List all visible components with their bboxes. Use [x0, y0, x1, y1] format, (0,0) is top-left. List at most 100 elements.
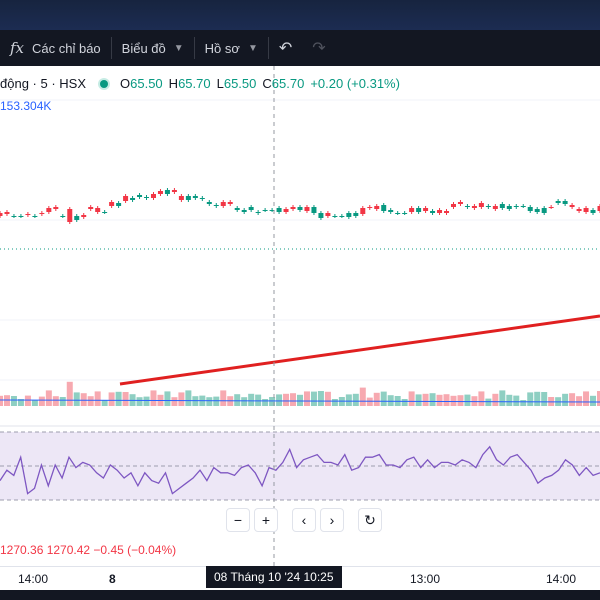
scroll-left-button[interactable]: ‹ [292, 508, 316, 532]
volume-series [0, 381, 600, 406]
candle-body [206, 202, 212, 204]
chart-menu-button[interactable]: Biểu đồ ▼ [112, 30, 194, 66]
volume-bar [115, 391, 122, 406]
volume-bar [450, 395, 457, 406]
volume-bar [562, 393, 569, 406]
volume-bar [143, 396, 150, 406]
volume-bar [331, 399, 338, 406]
profile-menu-button[interactable]: Hồ sơ ▼ [195, 30, 268, 66]
indicators-button[interactable]: fx Các chỉ báo [0, 30, 111, 66]
toolbar-divider [267, 37, 269, 59]
volume-bar [283, 393, 290, 406]
crosshair-time-label: 08 Tháng 10 '24 10:25 [206, 566, 342, 588]
candle-body [464, 206, 470, 207]
change-value: +0.20 (+0.31%) [310, 76, 400, 91]
volume-bar [352, 393, 359, 406]
zoom-out-button[interactable]: − [226, 508, 250, 532]
volume-bar [478, 391, 485, 406]
volume-bar [324, 391, 331, 406]
volume-bar [485, 398, 492, 406]
volume-bar [359, 387, 366, 406]
candle-body [457, 202, 463, 204]
candle-body [11, 216, 17, 217]
volume-bar [590, 395, 597, 406]
candle-body [450, 204, 456, 207]
zoom-in-button[interactable]: + [254, 508, 278, 532]
candle-body [137, 195, 143, 197]
volume-bar [303, 391, 310, 406]
candle-body [513, 206, 519, 207]
rsi-indicator [0, 445, 600, 495]
candle-body [290, 207, 296, 209]
candle-body [157, 191, 163, 194]
undo-icon[interactable]: ↶ [278, 40, 293, 57]
reset-chart-button[interactable]: ↻ [358, 508, 382, 532]
candle-body [67, 209, 73, 222]
volume-bar [87, 396, 94, 406]
candle-body [53, 207, 59, 209]
volume-bar [59, 397, 66, 406]
high-value: 65.70 [178, 76, 211, 91]
volume-bar [213, 396, 220, 406]
volume-bar [276, 394, 283, 406]
volume-bar [101, 400, 108, 406]
candle-body [0, 213, 3, 216]
candle-body [367, 207, 373, 208]
rsi-line [0, 445, 600, 495]
volume-bar [429, 393, 436, 406]
chevron-down-icon: ▼ [173, 42, 184, 54]
low-value: 65.50 [223, 76, 257, 91]
volume-bar [248, 393, 255, 406]
time-label: 13:00 [410, 572, 441, 586]
volume-bar [150, 390, 157, 406]
chart-navigation: − + ‹ › ↻ [226, 508, 382, 532]
volume-bar [241, 397, 248, 406]
candle-body [25, 214, 31, 215]
volume-bar [499, 390, 506, 406]
candle-body [506, 206, 512, 209]
fx-icon: fx [10, 39, 25, 57]
volume-bar [366, 397, 373, 406]
candle-body [478, 203, 484, 207]
volume-bar [297, 394, 303, 406]
volume-bar [345, 394, 352, 406]
candle-body [402, 213, 408, 214]
candle-body [213, 205, 219, 206]
redo-icon[interactable]: ↷ [312, 40, 326, 57]
candle-body [18, 216, 24, 217]
close-label: C [262, 76, 272, 91]
volume-bar [443, 394, 450, 406]
drawings-layer [119, 314, 600, 386]
candle-body [388, 210, 394, 212]
volume-bar [310, 391, 317, 406]
candle-body [150, 194, 156, 198]
candle-body [185, 196, 191, 200]
chart-menu-label: Biểu đồ [121, 40, 166, 56]
price-legend: động · 5 · HSX O 65.50 H 65.70 L 65.50 C 65.… [0, 76, 406, 91]
candle-body [583, 208, 589, 212]
scroll-right-button[interactable]: › [320, 508, 344, 532]
volume-bar [317, 391, 324, 406]
indicators-label: Các chỉ báo [32, 40, 101, 56]
candle-body [590, 210, 596, 213]
volume-bar [436, 394, 443, 406]
volume-bar [415, 394, 422, 406]
candle-body [178, 196, 184, 200]
volume-bar [534, 391, 541, 406]
volume-bar [0, 395, 3, 406]
volume-bar [527, 392, 534, 406]
candlestick-series [0, 188, 600, 224]
volume-bar [387, 395, 394, 406]
volume-bar [464, 394, 471, 406]
candle-body [276, 208, 282, 212]
candle-body [471, 206, 477, 208]
candle-body [492, 206, 498, 209]
chart-canvas[interactable] [0, 66, 600, 566]
close-value: 65.70 [271, 76, 305, 91]
candle-body [297, 207, 303, 210]
volume-bar [422, 393, 429, 406]
candle-body [374, 206, 380, 209]
volume-bar [3, 395, 10, 406]
candle-body [32, 216, 38, 217]
candle-body [248, 207, 254, 210]
